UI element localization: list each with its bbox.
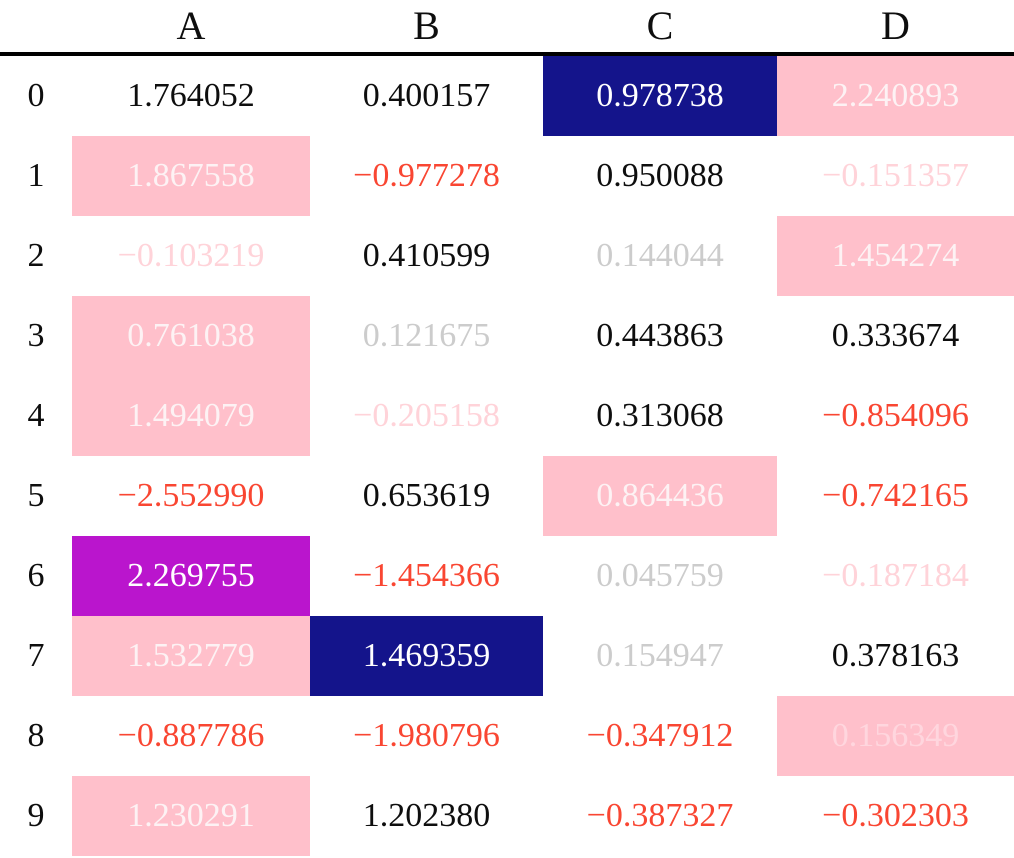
cell-C2: 0.144044 xyxy=(596,237,724,274)
cell-B7: 1.469359 xyxy=(310,616,543,696)
column-header-b: B xyxy=(413,3,440,48)
table-row-4: 4 1.494079 −0.205158 0.313068 −0.854096 xyxy=(0,376,1014,456)
row-index-3: 3 xyxy=(27,317,45,354)
row-index-4: 4 xyxy=(27,397,45,434)
cell-A3: 0.761038 xyxy=(72,296,310,376)
cell-C6: 0.045759 xyxy=(596,557,724,594)
cell-C4: 0.313068 xyxy=(596,397,724,434)
cell-D2: 1.454274 xyxy=(777,216,1014,296)
table-row-0: 0 1.764052 0.400157 0.978738 2.240893 xyxy=(0,56,1014,136)
cell-C7: 0.154947 xyxy=(596,637,724,674)
cell-D5: −0.742165 xyxy=(822,477,969,514)
cell-C0: 0.978738 xyxy=(543,56,777,136)
cell-B2: 0.410599 xyxy=(362,237,491,274)
cell-D6: −0.187184 xyxy=(822,557,969,594)
cell-A1: 1.867558 xyxy=(72,136,310,216)
cell-A8: −0.887786 xyxy=(117,717,265,754)
row-index-9: 9 xyxy=(27,797,45,834)
cell-A2: −0.103219 xyxy=(117,237,265,274)
row-index-8: 8 xyxy=(27,717,45,754)
row-index-0: 0 xyxy=(27,77,45,114)
cell-D3: 0.333674 xyxy=(831,317,960,354)
cell-D1: −0.151357 xyxy=(822,157,969,194)
header-rule xyxy=(0,52,1014,56)
cell-B0: 0.400157 xyxy=(362,77,491,114)
column-header-c: C xyxy=(646,3,674,48)
table-row-2: 2 −0.103219 0.410599 0.144044 1.454274 xyxy=(0,216,1014,296)
table-row-9: 9 1.230291 1.202380 −0.387327 −0.302303 xyxy=(0,776,1014,856)
cell-B5: 0.653619 xyxy=(362,477,491,514)
cell-D8: 0.156349 xyxy=(777,696,1014,776)
cell-B6: −1.454366 xyxy=(353,557,500,594)
cell-C3: 0.443863 xyxy=(596,317,724,354)
column-header-d: D xyxy=(881,3,910,48)
cell-C5: 0.864436 xyxy=(543,456,777,536)
table-row-8: 8 −0.887786 −1.980796 −0.347912 0.156349 xyxy=(0,696,1014,776)
table-header-row: A B C D xyxy=(0,0,1014,52)
cell-A4: 1.494079 xyxy=(72,376,310,456)
column-header-a: A xyxy=(176,3,206,48)
cell-C9: −0.387327 xyxy=(586,797,734,834)
cell-A9: 1.230291 xyxy=(72,776,310,856)
row-index-6: 6 xyxy=(27,557,45,594)
cell-A6: 2.269755 xyxy=(72,536,310,616)
cell-A0: 1.764052 xyxy=(127,77,255,114)
cell-D0: 2.240893 xyxy=(777,56,1014,136)
row-index-5: 5 xyxy=(27,477,45,514)
row-index-7: 7 xyxy=(27,637,45,674)
table-row-1: 1 1.867558 −0.977278 0.950088 −0.151357 xyxy=(0,136,1014,216)
cell-B3: 0.121675 xyxy=(362,317,491,354)
cell-D4: −0.854096 xyxy=(822,397,969,434)
table-row-5: 5 −2.552990 0.653619 0.864436 −0.742165 xyxy=(0,456,1014,536)
cell-B4: −0.205158 xyxy=(353,397,500,434)
cell-B1: −0.977278 xyxy=(353,157,500,194)
cell-A5: −2.552990 xyxy=(117,477,265,514)
cell-D7: 0.378163 xyxy=(831,637,960,674)
cell-C1: 0.950088 xyxy=(596,157,724,194)
cell-B9: 1.202380 xyxy=(362,797,491,834)
cell-C8: −0.347912 xyxy=(586,717,734,754)
cell-B8: −1.980796 xyxy=(353,717,500,754)
row-index-2: 2 xyxy=(27,237,45,274)
table-row-6: 6 2.269755 −1.454366 0.045759 −0.187184 xyxy=(0,536,1014,616)
table-row-3: 3 0.761038 0.121675 0.443863 0.333674 xyxy=(0,296,1014,376)
table-row-7: 7 1.532779 1.469359 0.154947 0.378163 xyxy=(0,616,1014,696)
cell-D9: −0.302303 xyxy=(822,797,969,834)
table-body: 0 1.764052 0.400157 0.978738 2.240893 1 1.8675… xyxy=(0,56,1014,856)
cell-A7: 1.532779 xyxy=(72,616,310,696)
row-index-1: 1 xyxy=(27,157,45,194)
